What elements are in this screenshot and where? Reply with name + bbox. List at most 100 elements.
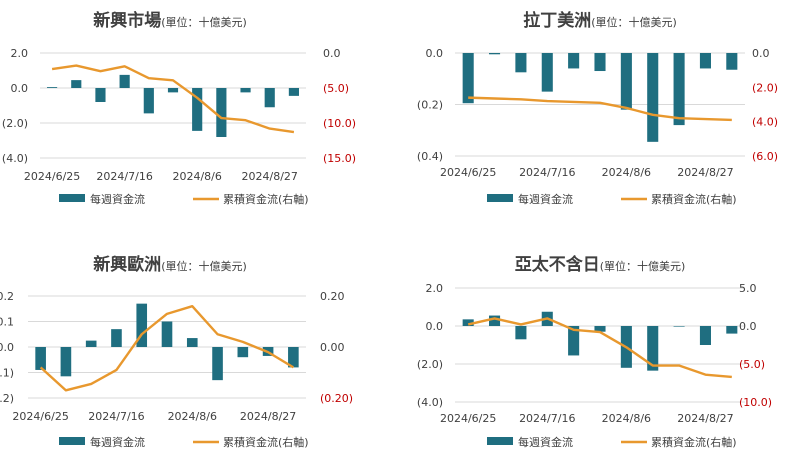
left-axis-tick-label: (0.2): [0, 392, 14, 405]
chart-legend: 每週資金流 累積資金流(右軸): [487, 192, 737, 206]
chart-title: 亞太不含日(單位：十億美元): [515, 254, 686, 275]
weekly-flow-bar: [673, 326, 685, 327]
x-axis-tick-label: 2024/7/16: [88, 410, 144, 423]
right-axis-tick-label: 0.0: [739, 320, 757, 333]
right-axis-tick-label: (10.0): [739, 396, 772, 409]
right-axis-tick-label: (10.0): [323, 117, 356, 130]
x-axis-tick-label: 2024/8/6: [602, 166, 651, 179]
left-axis-tick-label: 0.2: [0, 290, 14, 303]
weekly-flow-bar: [673, 53, 685, 126]
left-axis-tick-label: (0.2): [417, 99, 443, 112]
left-axis-tick-label: (4.0): [417, 396, 443, 409]
weekly-flow-bar: [111, 329, 122, 347]
legend-bar-swatch: [487, 194, 513, 202]
weekly-flow-bar: [216, 88, 227, 137]
weekly-flow-bar: [699, 326, 711, 345]
weekly-flow-bar: [119, 74, 130, 88]
left-axis-tick-label: 0.0: [0, 341, 14, 354]
left-axis-tick-label: (0.4): [417, 150, 443, 163]
left-axis-tick-label: 2.0: [426, 282, 444, 295]
left-axis-tick-label: (0.1): [0, 367, 14, 380]
chart-panel-4: 亞太不含日(單位：十億美元) 2.0 0.0 (2.0) (4.0) 5.0 0.0 (5.0…: [417, 254, 772, 449]
weekly-flow-bar: [288, 88, 299, 96]
x-axis-tick-label: 2024/8/27: [242, 170, 298, 183]
legend-line-label: 累積資金流(右軸): [651, 435, 737, 449]
chart-legend: 每週資金流 累積資金流(右軸): [59, 192, 309, 206]
x-axis-tick-label: 2024/8/27: [677, 166, 733, 179]
right-axis-tick-label: (5.0): [739, 358, 765, 371]
weekly-flow-bar: [620, 53, 632, 110]
x-axis-tick-label: 2024/8/27: [677, 412, 733, 425]
x-axis-tick-label: 2024/8/6: [168, 410, 217, 423]
x-axis-tick-label: 2024/6/25: [440, 166, 496, 179]
legend-bar-swatch: [59, 194, 85, 202]
weekly-flow-bar: [136, 303, 148, 347]
legend-line-label: 累積資金流(右軸): [651, 192, 737, 206]
left-axis-tick-label: (4.0): [2, 152, 28, 165]
cumulative-flow-line: [39, 305, 294, 392]
weekly-flow-bar: [240, 88, 251, 93]
weekly-flow-bar: [699, 53, 711, 69]
weekly-flow-bar: [568, 326, 580, 356]
weekly-flow-bar: [515, 326, 527, 340]
chart-title-unit: (單位：十億美元): [591, 15, 677, 29]
weekly-flow-bar: [237, 347, 249, 358]
x-axis-tick-label: 2024/7/16: [519, 412, 575, 425]
legend-bar-label: 每週資金流: [518, 192, 573, 206]
chart-title-main: 新興市場: [93, 10, 161, 31]
right-axis-tick-label: 0.0: [752, 47, 770, 60]
x-axis-tick-label: 2024/6/25: [24, 170, 80, 183]
right-axis-tick-label: 0.0: [323, 47, 341, 60]
weekly-flow-bar: [71, 80, 82, 88]
chart-panel-3: 新興歐洲(單位：十億美元) 0.2 0.1 0.0 (0.1) (0.2) 0.20 0.00…: [0, 254, 353, 449]
chart-title-unit: (單位：十億美元): [600, 259, 686, 273]
weekly-flow-bar: [186, 338, 198, 347]
weekly-flow-bar: [462, 53, 474, 104]
weekly-flow-bar: [541, 53, 553, 92]
chart-legend: 每週資金流 累積資金流(右軸): [59, 435, 309, 449]
chart-panel-2: 拉丁美洲(單位：十億美元) 0.0 (0.2) (0.4) 0.0 (2.0) (4.0) (…: [417, 10, 778, 206]
weekly-flow-bar: [594, 53, 606, 72]
right-axis-tick-label: 5.0: [739, 282, 757, 295]
legend-bar-swatch: [487, 437, 513, 445]
chart-title: 新興市場(單位：十億美元): [93, 10, 247, 31]
weekly-flow-bar: [647, 326, 659, 371]
chart-title-main: 新興歐洲: [93, 254, 161, 275]
left-axis-tick-label: 0.0: [11, 82, 29, 95]
weekly-flow-bar: [288, 347, 299, 368]
weekly-flow-bar: [192, 88, 203, 131]
cumulative-flow-line: [468, 96, 732, 122]
legend-bar-label: 每週資金流: [518, 435, 573, 449]
legend-line-label: 累積資金流(右軸): [223, 435, 309, 449]
cumulative-flow-line: [51, 64, 295, 134]
weekly-flow-bar: [594, 326, 606, 332]
x-axis-tick-label: 2024/7/16: [519, 166, 575, 179]
weekly-flow-bar: [568, 53, 580, 69]
legend-bar-swatch: [59, 437, 85, 445]
left-axis-tick-label: (2.0): [417, 358, 443, 371]
left-axis-tick-label: 2.0: [11, 47, 29, 60]
chart-title-main: 亞太不含日: [515, 254, 600, 275]
weekly-flow-bar: [47, 87, 58, 88]
weekly-flow-bar: [264, 88, 275, 108]
weekly-flow-bar: [85, 340, 97, 347]
x-axis-tick-label: 2024/8/27: [240, 410, 296, 423]
legend-line-label: 累積資金流(右軸): [223, 192, 309, 206]
right-axis-tick-label: (4.0): [752, 116, 778, 129]
x-axis-tick-label: 2024/6/25: [12, 410, 68, 423]
weekly-flow-bar: [212, 347, 223, 381]
right-axis-tick-label: (5.0): [323, 82, 349, 95]
right-axis-tick-label: 0.00: [320, 341, 345, 354]
weekly-flow-bar: [95, 88, 106, 102]
weekly-flow-bar: [489, 53, 501, 55]
right-axis-tick-label: (6.0): [752, 150, 778, 163]
weekly-flow-bar: [462, 319, 474, 326]
right-axis-tick-label: 0.20: [320, 290, 345, 303]
x-axis-tick-label: 2024/7/16: [96, 170, 152, 183]
weekly-flow-bar: [726, 53, 738, 70]
weekly-flow-bar: [60, 347, 72, 377]
right-axis-tick-label: (0.20): [320, 392, 353, 405]
weekly-flow-bar: [515, 53, 527, 73]
legend-bar-label: 每週資金流: [90, 192, 145, 206]
